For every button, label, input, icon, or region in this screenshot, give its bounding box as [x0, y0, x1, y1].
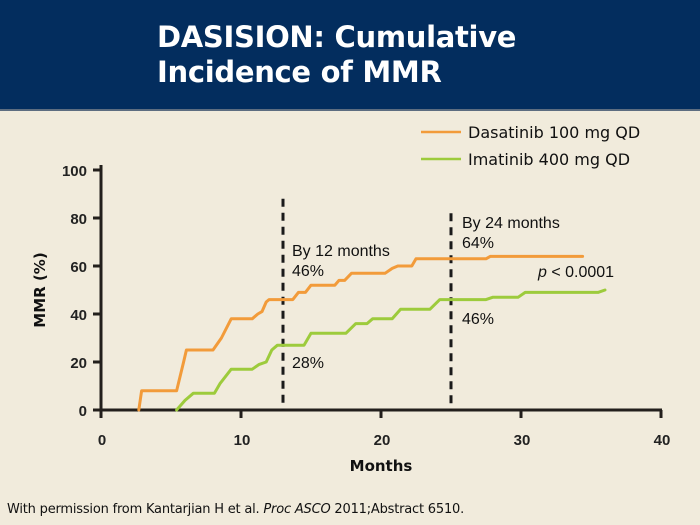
annotations: By 12 months 46% 28% By 24 months 64% 46…: [292, 215, 614, 372]
y-tick-label: 0: [79, 403, 87, 420]
y-tick-label: 20: [70, 355, 87, 372]
x-tick-label: 0: [98, 432, 106, 449]
legend-label-dasatinib: Dasatinib 100 mg QD: [468, 123, 640, 142]
y-tick-label: 100: [62, 163, 87, 180]
citation-prefix: With permission from Kantarjian H et al.: [7, 502, 264, 517]
p-value-text: < 0.0001: [547, 264, 614, 281]
series-line-imatinib: [175, 288, 607, 412]
axes: 0 20 40 60 80 100 0 10 20 30 40: [62, 163, 670, 449]
x-tick-label: 20: [374, 432, 391, 449]
annotation-24m-heading: By 24 months: [462, 215, 560, 232]
reference-lines: [281, 198, 453, 410]
x-axis-title: Months: [350, 457, 413, 475]
citation: With permission from Kantarjian H et al.…: [7, 502, 464, 517]
title-line-2: Incidence of MMR: [157, 55, 442, 89]
slide-title: DASISION: Cumulative Incidence of MMR: [157, 20, 516, 90]
legend: Dasatinib 100 mg QD Imatinib 400 mg QD: [421, 123, 640, 169]
p-symbol: p: [537, 264, 547, 281]
annotation-24m-dasatinib: 64%: [462, 235, 494, 252]
annotation-12m-imatinib: 28%: [292, 355, 324, 372]
p-value: p < 0.0001: [537, 264, 614, 281]
annotation-24m-imatinib: 46%: [462, 311, 494, 328]
x-tick-label: 40: [654, 432, 671, 449]
y-tick-label: 80: [70, 211, 87, 228]
slide-header: DASISION: Cumulative Incidence of MMR: [0, 0, 700, 111]
citation-journal: Proc ASCO: [263, 502, 331, 517]
y-axis-title: MMR (%): [31, 252, 49, 327]
annotation-12m-heading: By 12 months: [292, 243, 390, 260]
y-tick-label: 60: [70, 259, 87, 276]
citation-suffix: 2011;Abstract 6510.: [330, 502, 465, 517]
series-group: [137, 254, 607, 412]
y-tick-label: 40: [70, 307, 87, 324]
series-line-dasatinib: [137, 254, 585, 412]
annotation-12m-dasatinib: 46%: [292, 263, 324, 280]
x-tick-label: 10: [234, 432, 251, 449]
x-tick-label: 30: [514, 432, 531, 449]
legend-label-imatinib: Imatinib 400 mg QD: [468, 150, 630, 169]
title-line-1: DASISION: Cumulative: [157, 20, 517, 54]
